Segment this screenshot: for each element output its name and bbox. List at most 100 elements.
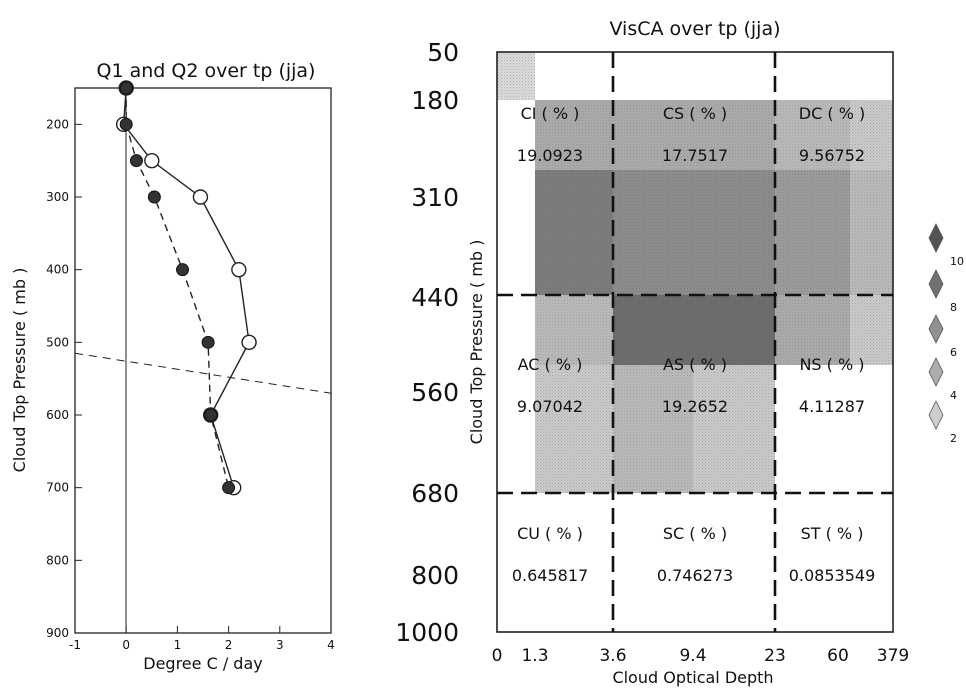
filled-circle-point (119, 81, 133, 95)
right-x-tick-label: 60 (827, 646, 849, 666)
heatmap-cell-stipple (535, 295, 613, 365)
left-y-tick-label: 300 (46, 190, 69, 204)
group-dividers (497, 52, 893, 632)
group-label: NS ( % ) (799, 355, 864, 374)
right-x-tick-label: 23 (764, 646, 786, 666)
legend-swatch (928, 269, 944, 299)
heatmap-cell-stipple (850, 170, 893, 295)
legend-tick-label: 8 (950, 301, 957, 314)
right-y-tick-label: 310 (411, 183, 459, 212)
group-label: AC ( % ) (518, 355, 583, 374)
left-y-tick-label: 400 (46, 263, 69, 277)
heatmap-cell-stipple (613, 170, 693, 295)
left-y-ticks: 200 300 400 500 600 700 800 900 (46, 117, 82, 640)
right-y-axis-label: Cloud Top Pressure ( mb ) (467, 240, 486, 445)
heatmap-cell-stipple (613, 365, 693, 493)
heatmap-cell-stipple (613, 295, 693, 365)
reference-line (74, 352, 332, 394)
heatmap-cell-stipple (535, 365, 613, 493)
series-open-circle-line (122, 87, 250, 488)
group-value: 19.2652 (662, 397, 728, 416)
right-x-tick-label: 9.4 (679, 646, 706, 666)
right-chart-title: VisCA over tp (jja) (609, 18, 780, 40)
filled-circle-point (119, 117, 133, 131)
filled-circle-point (201, 335, 215, 349)
right-y-ticks: 50 180 310 440 560 680 800 1000 (395, 38, 459, 647)
legend-tick-label: 10 (950, 255, 964, 268)
right-x-ticks: 0 1.3 3.6 9.4 23 60 379 (492, 646, 910, 666)
open-circle-point (192, 189, 209, 205)
heatmap-cell-stipple (693, 100, 775, 170)
left-chart-title: Q1 and Q2 over tp (jja) (97, 60, 316, 82)
group-value: 9.56752 (799, 146, 865, 165)
legend-swatch (928, 357, 944, 387)
open-circle-point (241, 334, 257, 351)
heatmap-cell-stipple (693, 170, 775, 295)
heatmap-cell-stipple (535, 100, 613, 170)
right-plot-frame (496, 51, 894, 633)
filled-circle-point (176, 263, 190, 277)
left-y-tick-label: 500 (46, 335, 69, 349)
filled-circle-point (147, 190, 161, 204)
heatmap-cell-stipple (775, 295, 850, 365)
group-value: 9.07042 (517, 397, 583, 416)
heatmap-cell-stipple (850, 100, 893, 170)
right-x-tick-label: 1.3 (521, 646, 548, 666)
left-x-tick-label: 4 (327, 638, 335, 652)
right-x-axis-label: Cloud Optical Depth (612, 668, 773, 687)
group-value: 17.7517 (662, 146, 728, 165)
q1-q2-profile-chart: Q1 and Q2 over tp (jja) -1 0 1 2 3 4 200 300 40… (10, 60, 335, 673)
group-label: AS ( % ) (663, 355, 727, 374)
left-y-tick-label: 700 (46, 481, 69, 495)
reference-dashed-line (74, 352, 332, 394)
group-label: CS ( % ) (663, 104, 727, 123)
group-label: ST ( % ) (801, 524, 864, 543)
group-value: 0.0853549 (789, 566, 876, 585)
legend-swatch (928, 314, 944, 344)
heatmap-cell-stipple (693, 295, 775, 365)
right-x-tick-label: 0 (492, 646, 503, 666)
open-circle-point (231, 261, 247, 278)
group-value: 0.746273 (657, 566, 733, 585)
right-y-tick-label: 50 (427, 38, 459, 67)
legend-swatch (928, 223, 944, 253)
heatmap-cell-stipple (850, 295, 893, 365)
left-y-tick-label: 900 (46, 626, 69, 640)
heatmap-cell-stipple (497, 52, 535, 100)
heatmap-cell-stipple (693, 365, 775, 493)
right-y-tick-label: 800 (411, 561, 459, 590)
intensity-legend: 10 8 6 4 2 (928, 223, 964, 445)
right-y-tick-label: 560 (411, 378, 459, 407)
heatmap-cell-stipple (775, 100, 850, 170)
left-y-tick-label: 600 (46, 408, 69, 422)
left-x-tick-label: 0 (122, 638, 130, 652)
group-value: 19.0923 (517, 146, 583, 165)
right-x-tick-label: 379 (877, 646, 909, 666)
right-x-tick-label: 3.6 (599, 646, 626, 666)
legend-tick-label: 4 (950, 389, 957, 402)
right-y-tick-label: 180 (411, 86, 459, 115)
heatmap-cells (497, 52, 893, 493)
left-x-axis-label: Degree C / day (143, 654, 262, 673)
cloud-type-groups: CI ( % ) 19.0923 CS ( % ) 17.7517 DC ( % ) 9.… (512, 104, 875, 585)
group-label: SC ( % ) (663, 524, 727, 543)
left-x-tick-label: 1 (174, 638, 182, 652)
open-circle-point (144, 152, 160, 169)
right-y-tick-label: 1000 (395, 618, 459, 647)
heatmap-cell-stipple (775, 170, 850, 295)
left-y-tick-label: 800 (46, 553, 69, 567)
group-label: DC ( % ) (799, 104, 865, 123)
heatmap-cell-stipple (535, 170, 613, 295)
heatmap-cell-stipple (613, 100, 693, 170)
left-y-tick-label: 200 (46, 117, 69, 131)
filled-circle-point (204, 408, 218, 422)
group-value: 4.11287 (799, 397, 865, 416)
left-x-tick-label: 2 (225, 638, 233, 652)
filled-circle-point (129, 154, 143, 168)
left-x-tick-label: 3 (276, 638, 284, 652)
legend-tick-label: 2 (950, 432, 957, 445)
left-series-group (115, 80, 257, 496)
right-y-tick-label: 440 (411, 283, 459, 312)
legend-swatch (928, 400, 944, 430)
